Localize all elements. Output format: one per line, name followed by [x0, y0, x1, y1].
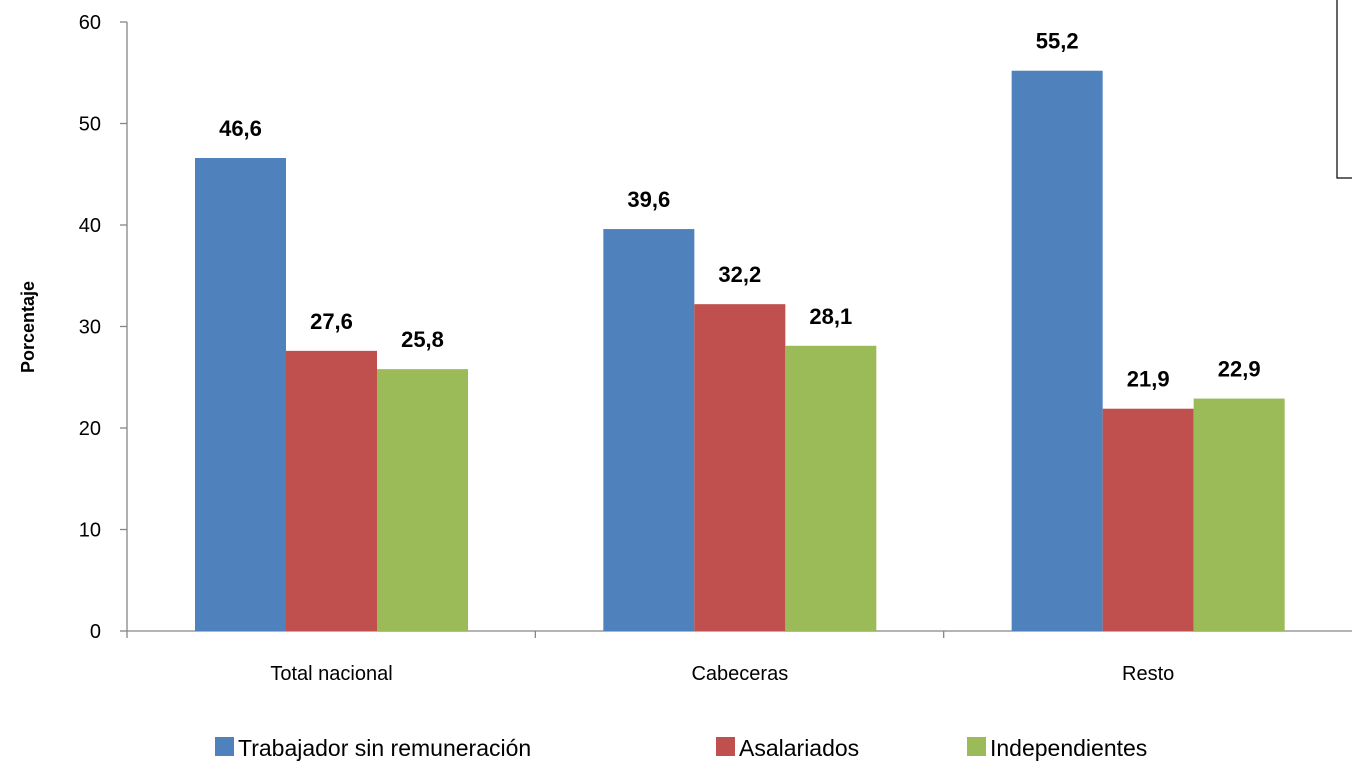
y-tick-label: 20	[79, 418, 101, 440]
y-tick-label: 0	[90, 621, 101, 643]
legend-swatch	[967, 737, 986, 756]
legend-swatch	[215, 737, 234, 756]
x-tick-label: Resto	[1122, 663, 1174, 685]
bar	[1193, 398, 1285, 631]
bar	[1011, 70, 1103, 632]
data-label: 55,2	[1036, 29, 1079, 54]
data-label: 27,6	[310, 309, 353, 334]
bar	[286, 350, 377, 631]
y-tick-label: 60	[79, 12, 101, 34]
data-label: 39,6	[627, 187, 670, 212]
x-tick-label: Total nacional	[270, 663, 392, 685]
y-tick-label: 10	[79, 520, 101, 542]
bar	[785, 345, 877, 631]
bar	[195, 158, 286, 631]
text-box	[1336, 0, 1352, 179]
data-label: 46,6	[219, 116, 262, 141]
y-tick-label: 40	[79, 215, 101, 237]
legend-label: Independientes	[990, 735, 1147, 761]
bar	[694, 304, 786, 631]
y-tick-label: 50	[79, 114, 101, 136]
data-label: 32,2	[718, 262, 761, 287]
y-axis-title: Porcentaje	[18, 281, 38, 373]
legend-swatch	[716, 737, 735, 756]
legend-label: Trabajador sin remuneración	[238, 735, 531, 761]
legend-label: Asalariados	[739, 735, 859, 761]
data-label: 28,1	[809, 304, 852, 329]
bar	[1102, 408, 1194, 631]
data-label: 21,9	[1127, 367, 1170, 392]
data-label: 22,9	[1218, 357, 1261, 382]
x-tick-label: Cabeceras	[691, 663, 788, 685]
bar	[603, 229, 695, 631]
data-label: 25,8	[401, 327, 444, 352]
y-tick-label: 30	[79, 317, 101, 339]
bar	[377, 369, 468, 631]
